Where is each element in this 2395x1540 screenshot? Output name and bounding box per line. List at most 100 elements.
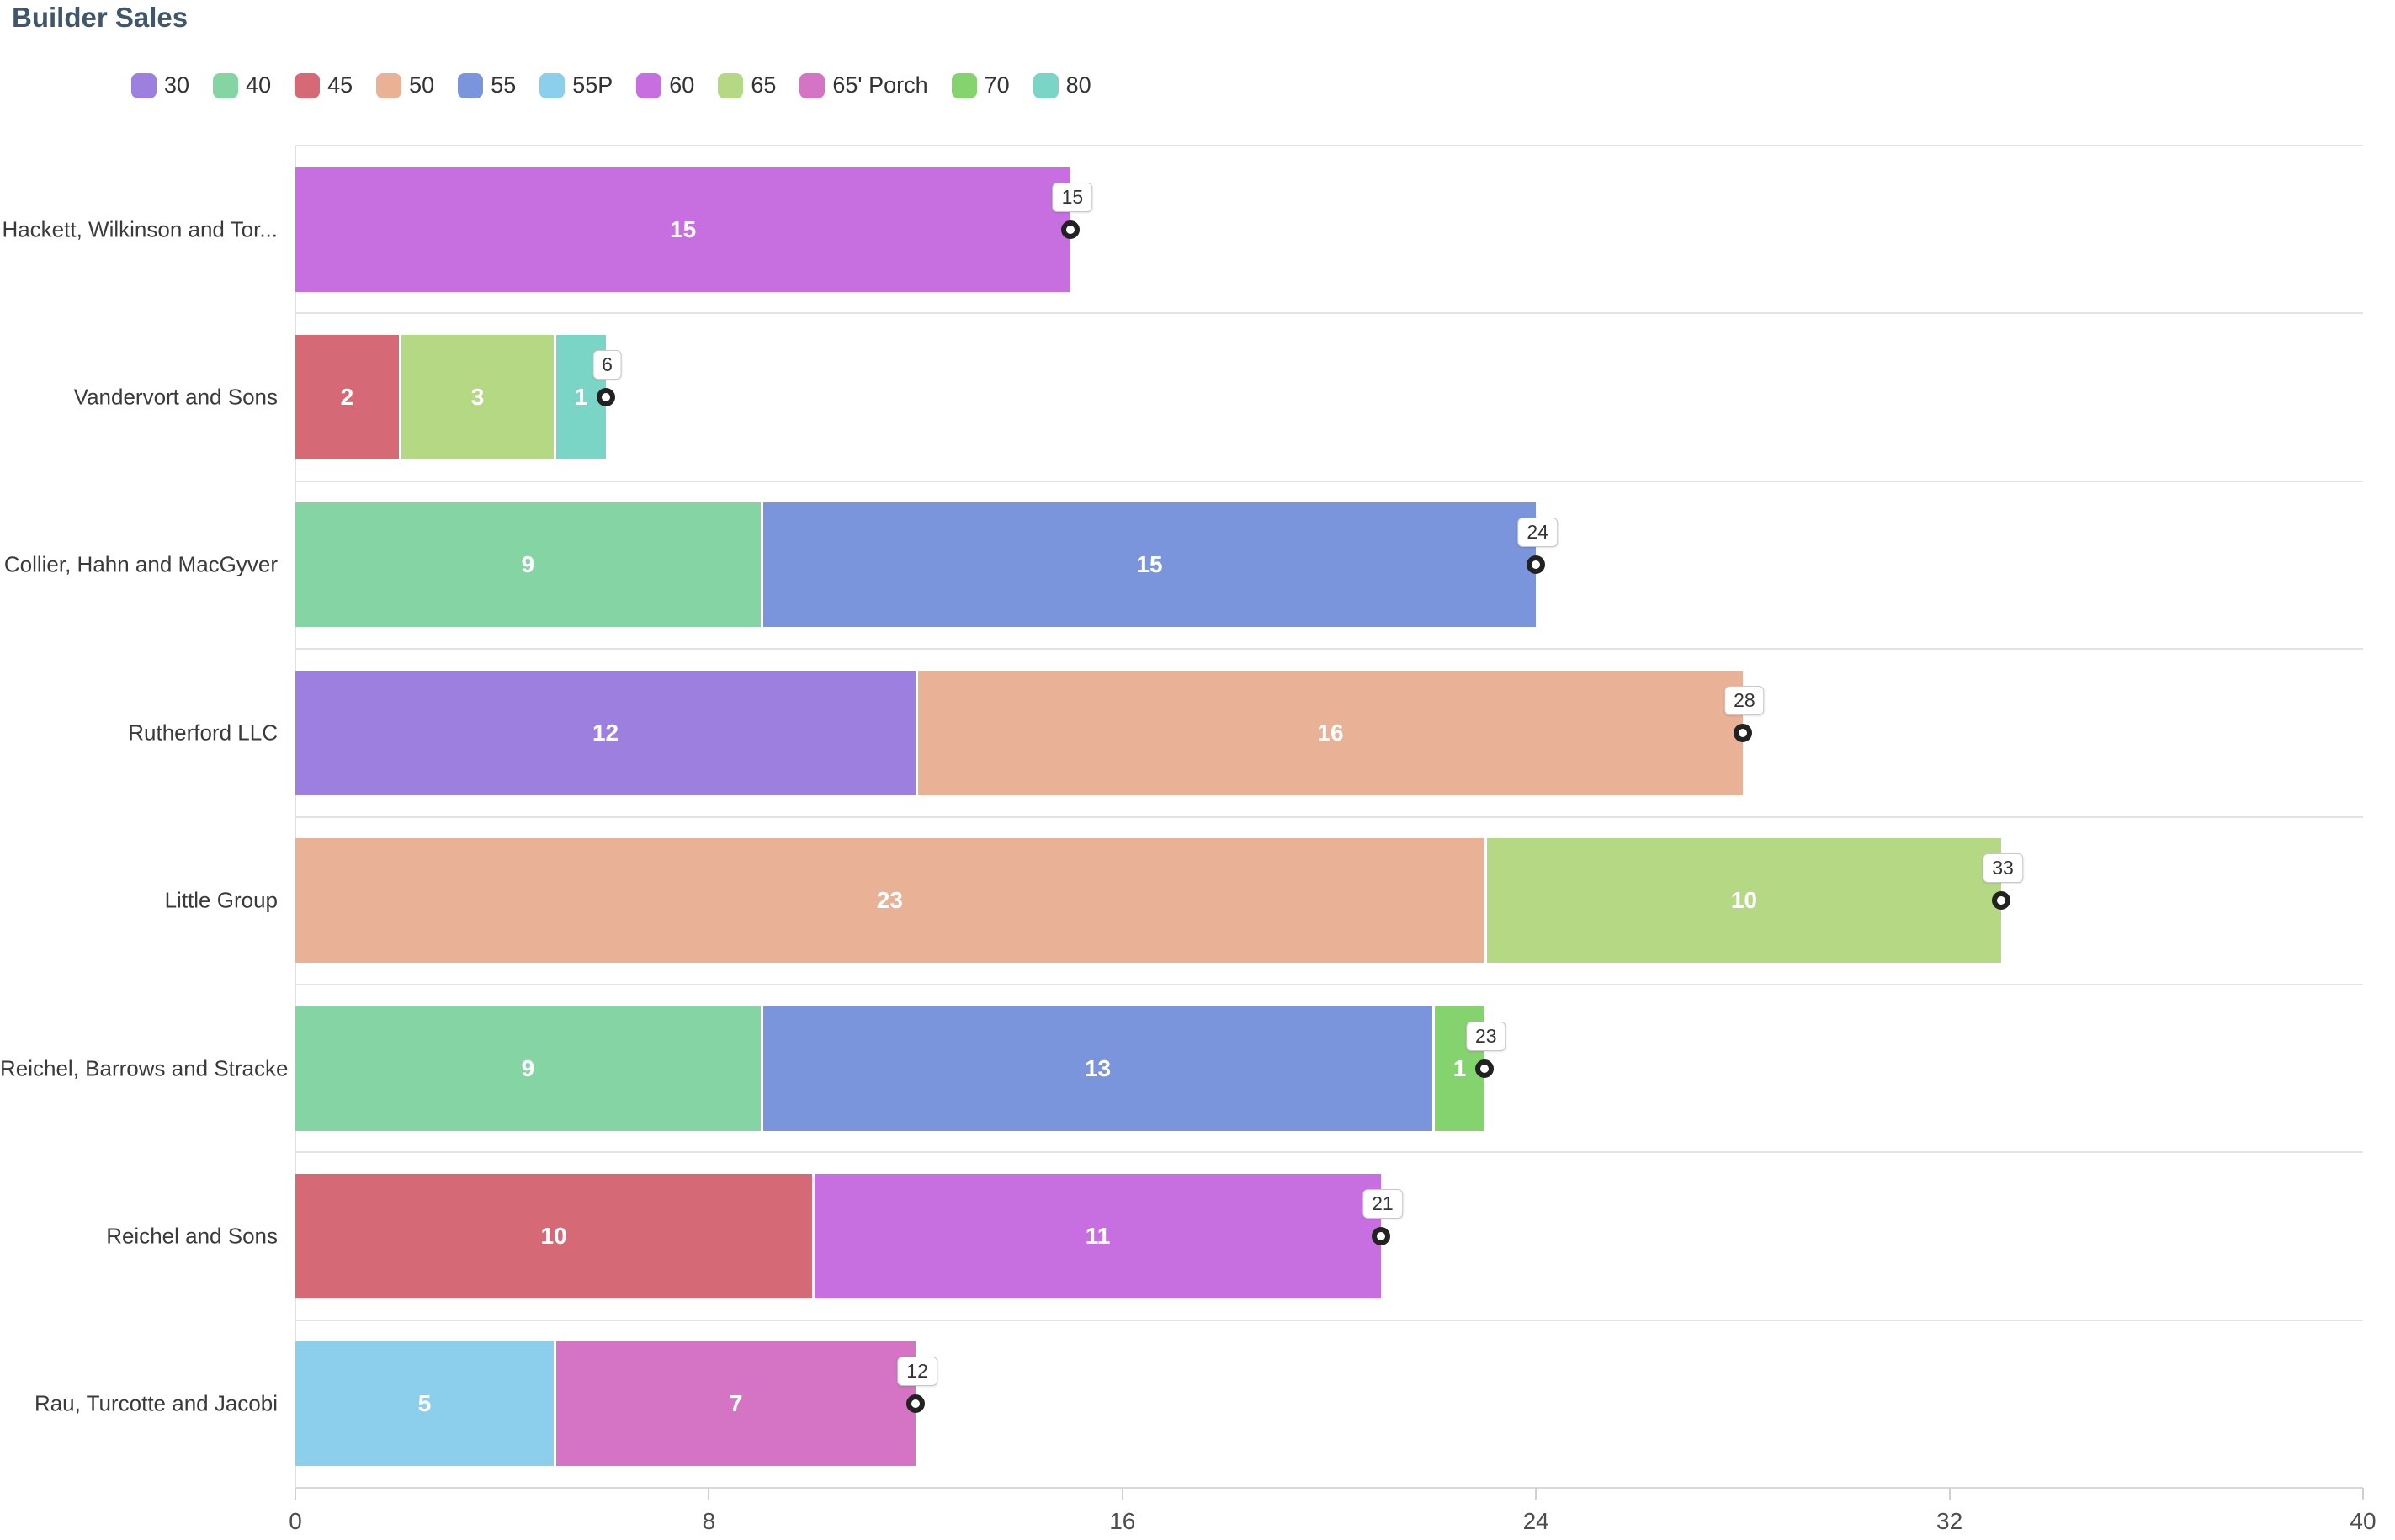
legend-item-40[interactable]: 40 [213, 72, 271, 98]
x-axis-tick-label: 0 [289, 1508, 302, 1534]
x-axis-tick-mark [295, 1488, 296, 1500]
total-marker-icon[interactable] [1061, 220, 1081, 239]
legend-item-label: 65 [751, 72, 777, 98]
segment-value-label: 7 [729, 1390, 743, 1417]
legend-item-label: 40 [246, 72, 272, 98]
legend-swatch-icon [458, 72, 484, 98]
total-marker-icon[interactable] [1527, 555, 1546, 575]
legend-item-label: 80 [1065, 72, 1091, 98]
y-axis-line [295, 146, 296, 1488]
total-marker-icon[interactable] [1992, 891, 2011, 911]
legend-item-65[interactable]: 65 [718, 72, 776, 98]
legend-item-label: 50 [409, 72, 435, 98]
x-axis-tick-label: 40 [2350, 1508, 2376, 1534]
segment-value-label: 3 [470, 384, 485, 411]
legend-swatch-icon [131, 72, 157, 98]
bar-segment[interactable]: 23 [295, 838, 1484, 964]
y-axis-category-label: Rau, Turcotte and Jacobi [34, 1390, 278, 1416]
bar-segment[interactable]: 11 [812, 1173, 1381, 1298]
legend-item-65-porch[interactable]: 65' Porch [799, 72, 928, 98]
x-axis-tick-mark [1121, 1488, 1123, 1500]
bar-segment[interactable]: 7 [554, 1341, 916, 1467]
segment-value-label: 2 [340, 384, 354, 411]
total-marker-icon[interactable] [596, 388, 615, 407]
x-axis-tick-mark [1948, 1488, 1951, 1500]
segment-value-label: 16 [1317, 719, 1344, 746]
bar-segment[interactable]: 10 [295, 1173, 813, 1298]
bar-segment[interactable]: 15 [760, 502, 1537, 628]
legend-swatch-icon [636, 72, 662, 98]
legend-swatch-icon [799, 72, 826, 98]
segment-value-label: 23 [876, 887, 903, 914]
x-axis-tick-label: 32 [1936, 1508, 1963, 1534]
segment-value-label: 5 [417, 1390, 432, 1417]
legend-item-label: 30 [164, 72, 190, 98]
bar-segment[interactable]: 12 [295, 670, 916, 795]
legend: 30 40 45 50 55 55P 60 65 65' Porch 70 80 [131, 72, 1091, 98]
bar-segment[interactable]: 5 [295, 1341, 555, 1467]
row-separator-line [295, 815, 2363, 818]
row-separator-line [295, 145, 2363, 146]
bar-segment[interactable]: 15 [295, 167, 1071, 292]
legend-swatch-icon [213, 72, 239, 98]
x-axis-tick-mark [1535, 1488, 1537, 1500]
y-axis-category-label: Reichel and Sons [106, 1223, 278, 1249]
y-axis-category-label: Collier, Hahn and MacGyver [3, 551, 278, 577]
segment-value-label: 12 [592, 719, 619, 746]
legend-swatch-icon [951, 72, 977, 98]
y-axis-category-label: Rutherford LLC [128, 720, 278, 746]
y-axis-category-label: Reichel, Barrows and Stracke [0, 1055, 289, 1081]
segment-value-label: 1 [574, 384, 588, 411]
segment-value-label: 1 [1452, 1054, 1467, 1081]
x-axis-tick-label: 24 [1522, 1508, 1549, 1534]
total-marker-icon[interactable] [1474, 1059, 1494, 1078]
legend-item-70[interactable]: 70 [951, 72, 1010, 98]
y-axis-category-label: Vandervort and Sons [73, 384, 278, 410]
bar-segment[interactable]: 3 [398, 335, 555, 460]
legend-item-45[interactable]: 45 [295, 72, 353, 98]
segment-value-label: 11 [1085, 1222, 1111, 1249]
total-value-label: 23 [1465, 1021, 1506, 1051]
bar-segment[interactable]: 16 [916, 670, 1743, 795]
legend-item-label: 45 [327, 72, 353, 98]
total-value-label: 15 [1052, 182, 1093, 212]
total-marker-icon[interactable] [906, 1394, 926, 1414]
legend-swatch-icon [718, 72, 744, 98]
bar-segment[interactable]: 9 [295, 1006, 761, 1131]
segment-value-label: 15 [670, 215, 697, 242]
bar-segment[interactable]: 9 [295, 502, 761, 628]
segment-value-label: 15 [1136, 551, 1163, 578]
total-value-label: 6 [592, 350, 622, 380]
row-separator-line [295, 1319, 2363, 1321]
total-value-label: 21 [1362, 1188, 1403, 1219]
legend-item-30[interactable]: 30 [131, 72, 189, 98]
total-marker-icon[interactable] [1733, 723, 1752, 742]
legend-item-55p[interactable]: 55P [539, 72, 613, 98]
row-separator-line [295, 1151, 2363, 1154]
bar-segment[interactable]: 13 [760, 1006, 1433, 1131]
chart-title: Builder Sales [12, 2, 189, 33]
legend-item-55[interactable]: 55 [458, 72, 516, 98]
total-value-label: 28 [1724, 685, 1765, 715]
legend-item-80[interactable]: 80 [1033, 72, 1091, 98]
total-value-label: 24 [1517, 518, 1558, 548]
bar-segment[interactable]: 2 [295, 335, 399, 460]
legend-swatch-icon [539, 72, 566, 98]
row-separator-line [295, 480, 2363, 482]
bar-segment[interactable]: 10 [1484, 838, 2002, 964]
row-separator-line [295, 312, 2363, 315]
x-axis-tick-mark [708, 1488, 710, 1500]
legend-swatch-icon [295, 72, 321, 98]
legend-item-60[interactable]: 60 [636, 72, 694, 98]
legend-item-label: 70 [984, 72, 1010, 98]
x-axis-tick-label: 16 [1109, 1508, 1136, 1534]
segment-value-label: 13 [1084, 1054, 1112, 1081]
legend-item-label: 55P [572, 72, 613, 98]
legend-item-label: 65' Porch [832, 72, 928, 98]
x-axis-tick-mark [2362, 1488, 2364, 1500]
total-marker-icon[interactable] [1371, 1226, 1390, 1245]
y-axis-category-label: Little Group [164, 887, 278, 913]
legend-item-50[interactable]: 50 [376, 72, 434, 98]
segment-value-label: 10 [1730, 887, 1757, 914]
